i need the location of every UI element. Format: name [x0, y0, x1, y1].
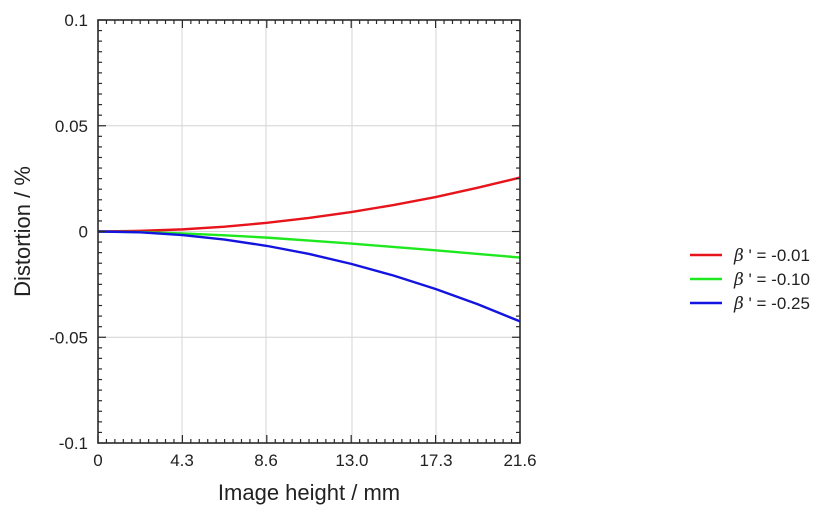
x-tick-label: 8.6 — [254, 451, 278, 470]
y-tick-label: 0 — [79, 223, 88, 242]
legend-label: β ' = -0.25 — [733, 294, 810, 314]
series-lines — [97, 176, 521, 323]
y-axis-title: Distortion / % — [10, 166, 35, 297]
x-tick-labels: 0 4.3 8.6 13.0 17.3 21.6 — [93, 451, 536, 470]
x-tick-label: 4.3 — [170, 451, 194, 470]
legend-label: β ' = -0.10 — [733, 270, 810, 290]
x-tick-label: 0 — [93, 451, 102, 470]
x-tick-label: 21.6 — [503, 451, 536, 470]
axis-ticks — [97, 19, 521, 444]
y-tick-label: -0.05 — [49, 328, 88, 347]
series-line — [97, 176, 521, 233]
grid-lines — [98, 20, 520, 443]
y-tick-labels: 0.1 0.05 0 -0.05 -0.1 — [49, 11, 88, 453]
y-tick-label: 0.05 — [55, 117, 88, 136]
x-axis-title: Image height / mm — [218, 480, 400, 505]
series-line — [97, 230, 521, 323]
legend-label: β ' = -0.01 — [733, 246, 810, 266]
x-tick-label: 17.3 — [419, 451, 452, 470]
y-tick-label: 0.1 — [64, 11, 88, 30]
x-tick-label: 13.0 — [335, 451, 368, 470]
legend: β ' = -0.01 β ' = -0.10 β ' = -0.25 — [690, 246, 810, 314]
series-line — [97, 230, 521, 259]
y-tick-label: -0.1 — [59, 434, 88, 453]
